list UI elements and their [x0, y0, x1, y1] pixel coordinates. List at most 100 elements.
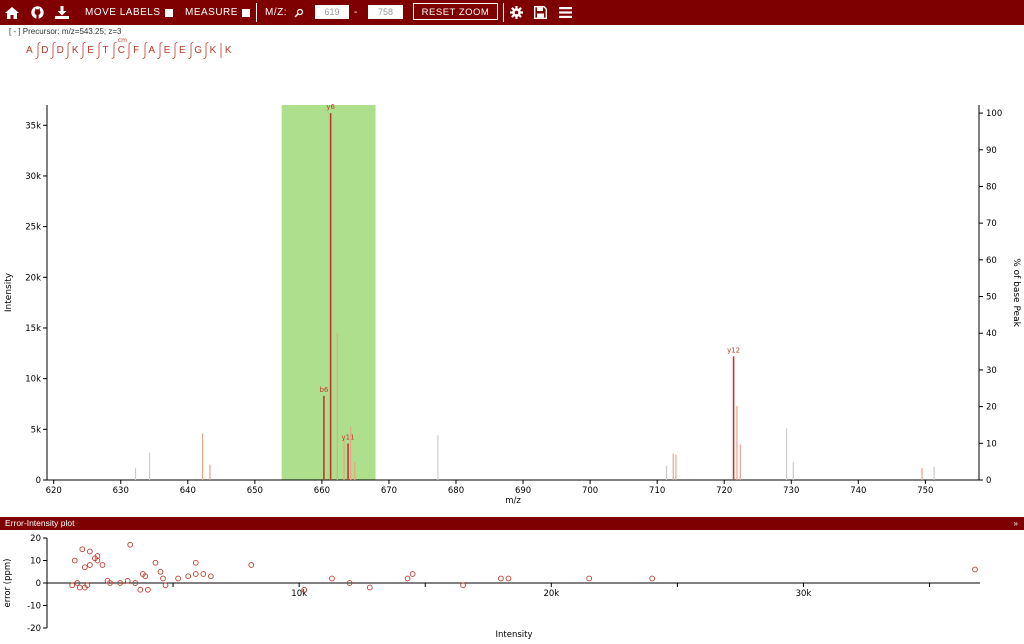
y2-tick-label: 40 — [986, 329, 997, 339]
peak-label: b6 — [319, 386, 328, 394]
error-panel-header[interactable]: Error-Intensity plot » — [0, 517, 1024, 530]
sequence-residue[interactable]: A — [26, 45, 33, 56]
y2-tick-label: 70 — [986, 219, 997, 229]
zoom-icon — [294, 0, 304, 25]
sequence-residue[interactable]: G — [194, 45, 203, 56]
fragment-marker — [126, 42, 132, 59]
y2-tick-label: 0 — [986, 476, 991, 486]
toolbar-divider — [256, 3, 257, 22]
error-point — [94, 557, 101, 564]
mz-range-dash: - — [354, 7, 358, 18]
error-point — [137, 586, 144, 593]
peak-label: y6 — [326, 103, 335, 111]
error-point — [192, 571, 199, 577]
fragment-marker — [96, 42, 102, 59]
move-labels-toggle[interactable]: MOVE LABELS — [85, 0, 173, 25]
y-tick-label: 30k — [25, 172, 41, 182]
error-x-tick-label: 30k — [796, 589, 812, 599]
sequence-residue[interactable]: C — [117, 45, 126, 56]
error-point — [76, 584, 83, 591]
error-x-tick-label: 20k — [543, 589, 559, 599]
sequence-residue[interactable]: K — [224, 45, 232, 56]
chevron-down-icon[interactable]: » — [1013, 519, 1018, 528]
error-point — [175, 575, 181, 582]
y2-tick-label: 50 — [986, 293, 997, 303]
error-x-axis-label: Intensity — [496, 630, 533, 640]
error-point — [142, 573, 149, 580]
x-axis-label: m/z — [505, 496, 521, 506]
error-point — [87, 548, 93, 555]
x-tick-label: 750 — [917, 486, 933, 496]
error-y-tick-label: -20 — [27, 624, 41, 634]
sequence-residue[interactable]: D — [41, 45, 49, 56]
error-point — [460, 582, 466, 589]
error-point — [649, 575, 656, 582]
error-point — [87, 562, 93, 568]
y2-tick-label: 30 — [986, 366, 997, 376]
save-icon[interactable] — [534, 0, 547, 25]
error-point — [79, 546, 86, 553]
sequence-residue[interactable]: T — [102, 45, 109, 56]
move-labels-checkbox[interactable] — [164, 8, 173, 17]
peak-label: y12 — [727, 346, 740, 354]
measure-checkbox[interactable] — [241, 8, 250, 17]
error-point — [99, 562, 106, 568]
sequence-residue[interactable]: A — [148, 45, 156, 56]
error-point — [498, 575, 504, 582]
mz-min-input[interactable]: 619 — [315, 5, 349, 19]
y-tick-label: 20k — [25, 273, 41, 283]
sequence-residue[interactable]: E — [179, 45, 186, 56]
mz-label: M/Z: — [265, 7, 287, 18]
y-tick-label: 15k — [25, 324, 41, 334]
fragment-marker — [187, 42, 194, 59]
x-tick-label: 660 — [314, 486, 330, 496]
fragment-marker — [220, 43, 222, 58]
y2-tick-label: 10 — [986, 439, 997, 449]
sequence-residue[interactable]: E — [87, 45, 94, 56]
home-icon[interactable] — [5, 0, 19, 25]
y2-tick-label: 20 — [986, 403, 997, 413]
y2-tick-label: 100 — [986, 109, 1002, 119]
fragment-marker — [203, 42, 209, 59]
x-tick-label: 620 — [46, 486, 62, 496]
measure-toggle[interactable]: MEASURE — [185, 0, 250, 25]
error-point — [409, 571, 416, 577]
sequence-residue[interactable]: K — [209, 45, 217, 56]
error-point — [69, 582, 76, 589]
github-icon[interactable] — [31, 0, 44, 25]
error-intensity-plot[interactable]: 20 10 0 -10 -20 10k 20k 30k Intensity error (ppm) — [0, 530, 1024, 644]
reset-zoom-button[interactable]: RESET ZOOM — [413, 3, 498, 20]
spectrum-chart[interactable]: 0 5k 10k 15k 20k 25k 30k 35k 0 10 20 30 40 50 60 70 80 90… — [0, 95, 1024, 510]
error-point — [84, 582, 91, 589]
error-point — [74, 580, 81, 586]
error-point — [208, 573, 214, 580]
error-point — [346, 580, 353, 586]
y-tick-label: 25k — [25, 223, 41, 233]
fragment-marker — [50, 42, 56, 59]
fragment-marker — [157, 42, 163, 59]
sequence-residue[interactable]: E — [163, 45, 171, 56]
gear-icon[interactable] — [510, 0, 523, 25]
x-tick-label: 630 — [113, 486, 129, 496]
x-tick-label: 730 — [783, 486, 799, 496]
x-tick-label: 700 — [582, 486, 598, 496]
sequence-residue[interactable]: K — [71, 45, 79, 56]
download-icon[interactable] — [55, 0, 69, 25]
move-labels-label: MOVE LABELS — [85, 7, 161, 18]
y-tick-label: 5k — [31, 425, 41, 435]
error-x-tick-label: 10k — [291, 589, 307, 599]
peak-label: y11 — [342, 434, 355, 442]
sequence-residue[interactable]: D — [56, 45, 64, 56]
x-tick-label: 640 — [180, 486, 196, 496]
mz-max-input[interactable]: 758 — [368, 5, 403, 19]
zoom-highlight-region — [281, 105, 376, 480]
error-y-tick-label: -10 — [27, 602, 41, 612]
error-point — [185, 573, 192, 580]
error-point — [505, 575, 512, 582]
precursor-info[interactable]: [ - ] Precursor: m/z=543.25; z=3 — [9, 27, 122, 36]
fragment-marker — [34, 42, 41, 59]
error-point — [157, 568, 164, 575]
menu-icon[interactable] — [559, 0, 572, 25]
error-y-tick-label: 10 — [30, 557, 41, 567]
sequence-residue[interactable]: F — [133, 45, 140, 56]
